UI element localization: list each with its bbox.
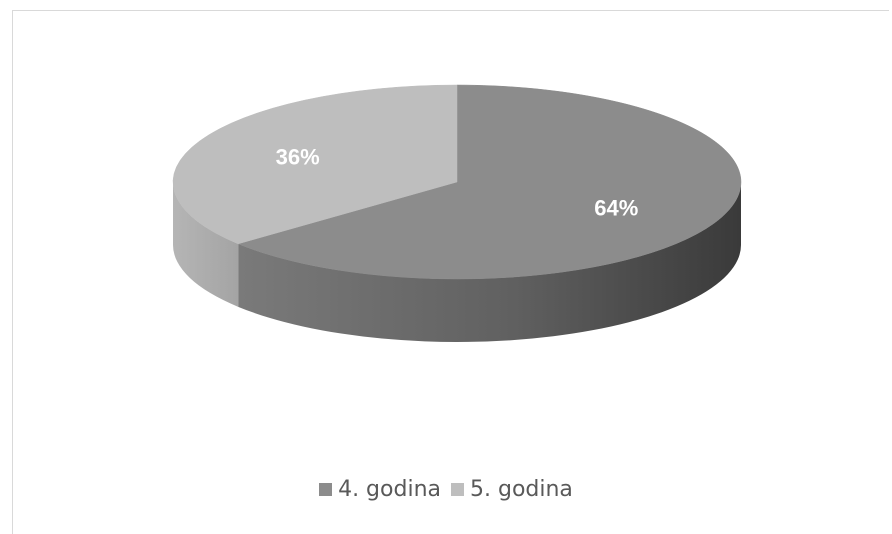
legend: 4. godina 5. godina xyxy=(0,477,892,502)
pie-side-5-godina xyxy=(173,182,239,307)
pie-tops xyxy=(172,84,742,280)
pie-side-4-godina xyxy=(238,182,741,343)
legend-swatch-5-godina xyxy=(451,483,464,496)
pie-sides xyxy=(173,182,741,343)
legend-label-5-godina: 5. godina xyxy=(470,477,573,502)
legend-swatch-4-godina xyxy=(319,483,333,496)
pie-labels: 64% 36% xyxy=(276,144,639,220)
pie-slice-5-godina xyxy=(172,84,458,245)
legend-item-4-godina: 4. godina xyxy=(319,477,441,502)
pie-slice-4-godina xyxy=(237,84,742,280)
legend-label-4-godina: 4. godina xyxy=(338,477,441,502)
data-label-4-godina: 64% xyxy=(594,196,638,221)
legend-item-5-godina: 5. godina xyxy=(451,477,573,502)
data-label-5-godina: 36% xyxy=(276,144,320,169)
